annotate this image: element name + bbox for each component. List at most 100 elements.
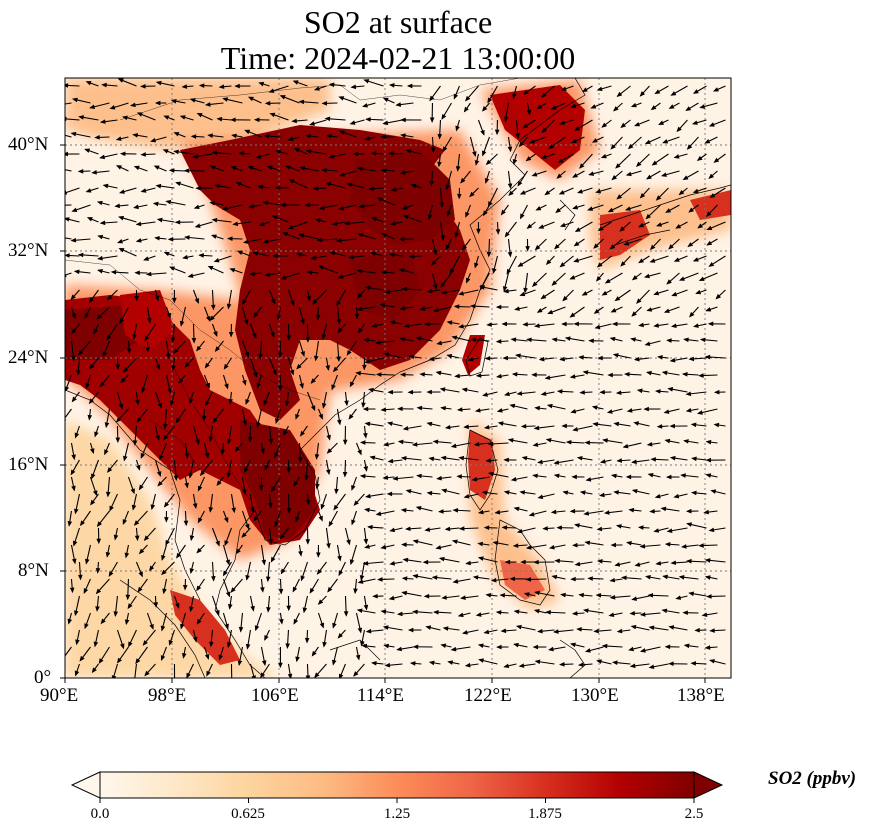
wind-vector-head [402, 214, 409, 220]
wind-vector-head [98, 658, 104, 665]
wind-vector-head [704, 558, 711, 563]
wind-vector-head [573, 321, 579, 327]
wind-vector-head [206, 670, 211, 677]
wind-vector-head [562, 490, 569, 496]
wind-vector-head [245, 643, 251, 650]
wind-vector-head [398, 236, 405, 242]
wind-vector-head [142, 640, 148, 646]
wind-vector-head [288, 179, 295, 184]
wind-vector-head [153, 602, 159, 608]
wind-vector-head [344, 221, 350, 226]
wind-vector-head [669, 423, 675, 429]
wind-vector-head [102, 183, 109, 189]
wind-vector-head [572, 204, 579, 210]
wind-vector-head [339, 673, 344, 678]
wind-vector-head [218, 654, 223, 661]
wind-vector-head [228, 331, 234, 338]
wind-vector-head [357, 166, 363, 172]
wind-vector-head [551, 574, 558, 580]
wind-vector-head [663, 308, 670, 313]
wind-vector-head [713, 422, 720, 428]
wind-vector-head [595, 275, 602, 282]
wind-vector-head [582, 608, 589, 613]
wind-vector-head [165, 539, 170, 546]
wind-vector-head [229, 268, 236, 273]
wind-vector-head [451, 335, 458, 341]
wind-vector-head [437, 161, 442, 168]
wind-vector-head [94, 135, 100, 140]
wind-vector-head [88, 297, 94, 304]
wind-vector-head [213, 257, 220, 263]
wind-vector-head [412, 609, 418, 615]
wind-vector-head [584, 440, 590, 445]
wind-vector-head [435, 545, 442, 550]
wind-vector-head [534, 323, 540, 329]
wind-vector-head [561, 321, 567, 327]
wind-vector-head [364, 507, 370, 513]
wind-vector-head [84, 148, 91, 153]
wind-vector-head [601, 643, 608, 649]
wind-vector-head [507, 251, 513, 258]
wind-vector-head [454, 373, 460, 379]
x-tick-label: 138°E [677, 685, 725, 706]
wind-vector-head [298, 99, 305, 105]
wind-vector-head [295, 656, 300, 663]
wind-vector-head [426, 389, 432, 395]
wind-vector-head [215, 610, 220, 616]
wind-vector-head [115, 165, 122, 170]
wind-vector-head [175, 602, 180, 609]
wind-vector-head [478, 658, 484, 663]
wind-vector-head [531, 281, 538, 288]
wind-vector-head [458, 324, 464, 329]
wind-vector-head [104, 449, 109, 456]
wind-vector-head [465, 211, 470, 218]
wind-vector-head [166, 353, 171, 360]
wind-vector-head [120, 377, 126, 384]
wind-vector-head [446, 211, 452, 217]
x-tick-label: 122°E [464, 685, 512, 706]
wind-vector-head [533, 609, 540, 614]
wind-vector-head [380, 168, 387, 173]
wind-vector-head [423, 593, 430, 599]
wind-vector-head [532, 473, 538, 479]
wind-vector-head [194, 298, 199, 304]
wind-vector-head [153, 165, 160, 170]
wind-vector-head [463, 493, 470, 499]
wind-vector-head [559, 222, 566, 228]
wind-vector-head [696, 155, 703, 161]
wind-vector-head [609, 595, 616, 600]
wind-vector-head [338, 570, 344, 577]
wind-vector-head [534, 405, 540, 411]
wind-vector-head [365, 117, 371, 122]
wind-vector-head [507, 438, 514, 443]
wind-vector-head [593, 308, 600, 314]
wind-vector-head [357, 327, 363, 334]
wind-vector-head [100, 618, 106, 625]
wind-vector-head [140, 188, 147, 193]
wind-vector-head [455, 125, 460, 132]
wind-vector-head [207, 133, 213, 138]
y-tick-label: 24°N [8, 347, 49, 368]
wind-vector-head [360, 640, 365, 647]
wind-vector-head [635, 161, 642, 168]
wind-vector-head [384, 662, 391, 668]
wind-vector-head [408, 254, 415, 259]
wind-vector-head [388, 83, 395, 88]
wind-vector-head [220, 449, 226, 456]
wind-vector-head [109, 105, 116, 110]
wind-vector-head [441, 488, 447, 494]
wind-vector-head [664, 644, 671, 650]
wind-vector-head [662, 574, 668, 580]
wind-vector-head [89, 448, 95, 455]
wind-vector-head [683, 439, 689, 444]
wind-vector-head [258, 221, 265, 227]
wind-vector-head [712, 87, 719, 92]
wind-vector-head [164, 517, 169, 523]
wind-vector-head [243, 467, 249, 474]
wind-vector-head [99, 154, 106, 160]
wind-vector-head [601, 122, 608, 128]
wind-vector-head [99, 220, 106, 226]
wind-vector-head [356, 306, 363, 312]
wind-vector-head [705, 307, 712, 312]
wind-vector-head [669, 357, 676, 363]
